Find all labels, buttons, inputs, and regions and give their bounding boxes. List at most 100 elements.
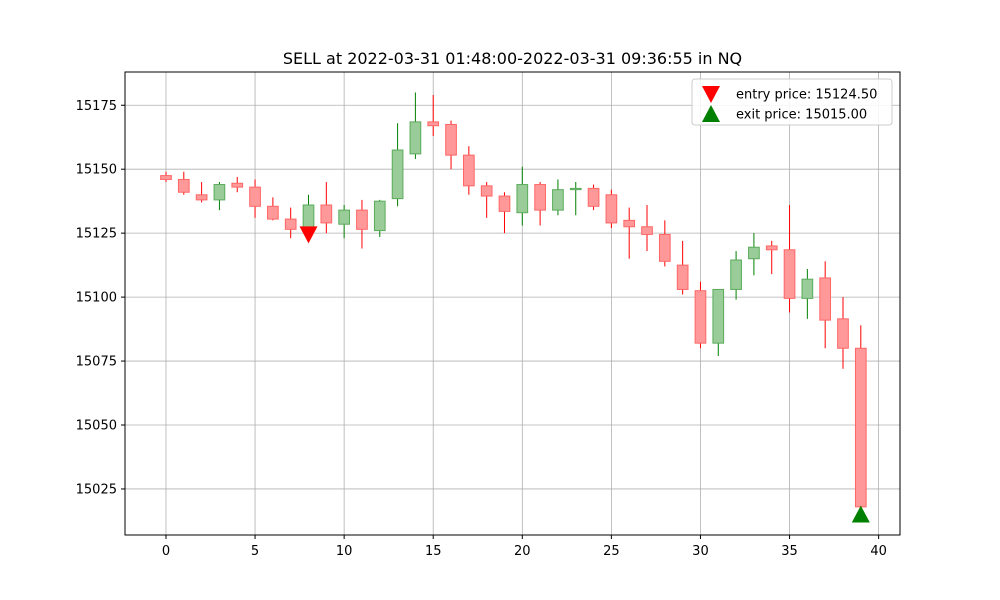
- candle-down: [356, 199, 368, 249]
- candle-down: [498, 192, 511, 234]
- candle-body: [854, 347, 867, 508]
- candle-body: [730, 259, 742, 290]
- x-tick-label: 20: [514, 544, 531, 559]
- candle-up: [569, 181, 582, 216]
- candle-down: [320, 181, 333, 234]
- plot-frame: [124, 71, 901, 536]
- candle-body: [284, 218, 297, 230]
- y-tick-label: 15100: [76, 291, 117, 306]
- candle-body: [587, 187, 600, 207]
- candle-body: [534, 184, 546, 211]
- candle-down: [819, 261, 832, 349]
- candle-up: [391, 123, 404, 207]
- candle-body: [302, 204, 315, 230]
- candle-body: [463, 154, 475, 187]
- candle-body: [819, 277, 832, 321]
- x-tick-label: 15: [425, 544, 442, 559]
- candle-up: [516, 166, 529, 226]
- candle-body: [160, 175, 172, 180]
- x-tick-label: 5: [251, 544, 259, 559]
- candle-body: [569, 187, 582, 191]
- legend-exit-marker-icon: [702, 105, 720, 122]
- candle-body: [231, 182, 244, 188]
- candle-down: [534, 181, 546, 226]
- candle-body: [391, 149, 404, 200]
- entry-marker-icon: [299, 226, 318, 244]
- candle-down: [854, 325, 867, 512]
- candle-body: [356, 209, 368, 230]
- candle-body: [249, 186, 261, 207]
- candle-body: [623, 219, 636, 228]
- candle-down: [160, 171, 172, 182]
- candle-body: [676, 264, 689, 290]
- candle-down: [623, 207, 636, 259]
- candle-body: [498, 195, 511, 212]
- candle-down: [676, 240, 689, 295]
- y-tick-label: 15125: [76, 227, 117, 242]
- candle-down: [658, 220, 671, 267]
- candle-body: [837, 318, 849, 349]
- candle-body: [605, 194, 618, 224]
- candle-up: [748, 233, 760, 276]
- candle-up: [552, 179, 564, 216]
- candle-body: [748, 246, 760, 260]
- candle-body: [694, 290, 707, 344]
- candle-down: [249, 179, 261, 218]
- candle-down: [463, 146, 475, 195]
- candle-body: [783, 249, 796, 299]
- candle-body: [712, 288, 725, 344]
- legend-entry-marker-icon: [702, 86, 720, 103]
- candle-body: [801, 278, 814, 299]
- chart-title: SELL at 2022-03-31 01:48:00-2022-03-31 0…: [283, 49, 742, 68]
- candle-body: [177, 178, 190, 193]
- candle-body: [338, 209, 350, 225]
- x-tick-label: 10: [336, 544, 353, 559]
- trade-markers: [299, 226, 870, 523]
- candle-down: [694, 281, 707, 349]
- candle-body: [427, 121, 440, 127]
- candle-down: [231, 176, 244, 193]
- candle-down: [587, 184, 600, 211]
- legend-exit-label: exit price: 15015.00: [736, 108, 867, 123]
- candle-up: [373, 199, 386, 237]
- candle-body: [641, 226, 653, 235]
- candle-body: [320, 204, 333, 224]
- legend-box: [691, 78, 893, 126]
- x-tick-label: 25: [603, 544, 620, 559]
- candle-up: [730, 251, 742, 300]
- candle-body: [480, 185, 493, 197]
- candle-down: [177, 171, 190, 195]
- legend-entry-label: entry price: 15124.50: [736, 88, 877, 103]
- candle-body: [658, 233, 671, 262]
- legend: entry price: 15124.50 exit price: 15015.…: [691, 78, 893, 126]
- candle-body: [373, 200, 386, 232]
- candle-down: [837, 297, 849, 369]
- grid-lines: [125, 72, 900, 535]
- candle-up: [801, 268, 814, 319]
- candle-up: [712, 288, 725, 356]
- candle-up: [409, 92, 422, 159]
- candle-body: [516, 184, 529, 214]
- candle-body: [267, 205, 279, 220]
- candle-up: [338, 205, 350, 239]
- y-tick-label: 15050: [76, 419, 117, 434]
- y-tick-label: 15150: [76, 163, 117, 178]
- candle-body: [213, 184, 226, 201]
- y-tick-label: 15175: [76, 99, 117, 114]
- candle-body: [409, 121, 422, 155]
- candle-down: [445, 120, 457, 170]
- x-tick-label: 35: [781, 544, 798, 559]
- candle-down: [267, 197, 279, 221]
- candle-down: [783, 205, 796, 313]
- candle-body: [195, 194, 208, 201]
- candle-down: [641, 205, 653, 252]
- candle-down: [284, 207, 297, 239]
- candle-down: [480, 181, 493, 218]
- candle-down: [765, 240, 778, 275]
- candle-down: [427, 95, 440, 136]
- candle-down: [195, 181, 208, 203]
- x-tick-label: 30: [692, 544, 709, 559]
- candle-body: [765, 245, 778, 251]
